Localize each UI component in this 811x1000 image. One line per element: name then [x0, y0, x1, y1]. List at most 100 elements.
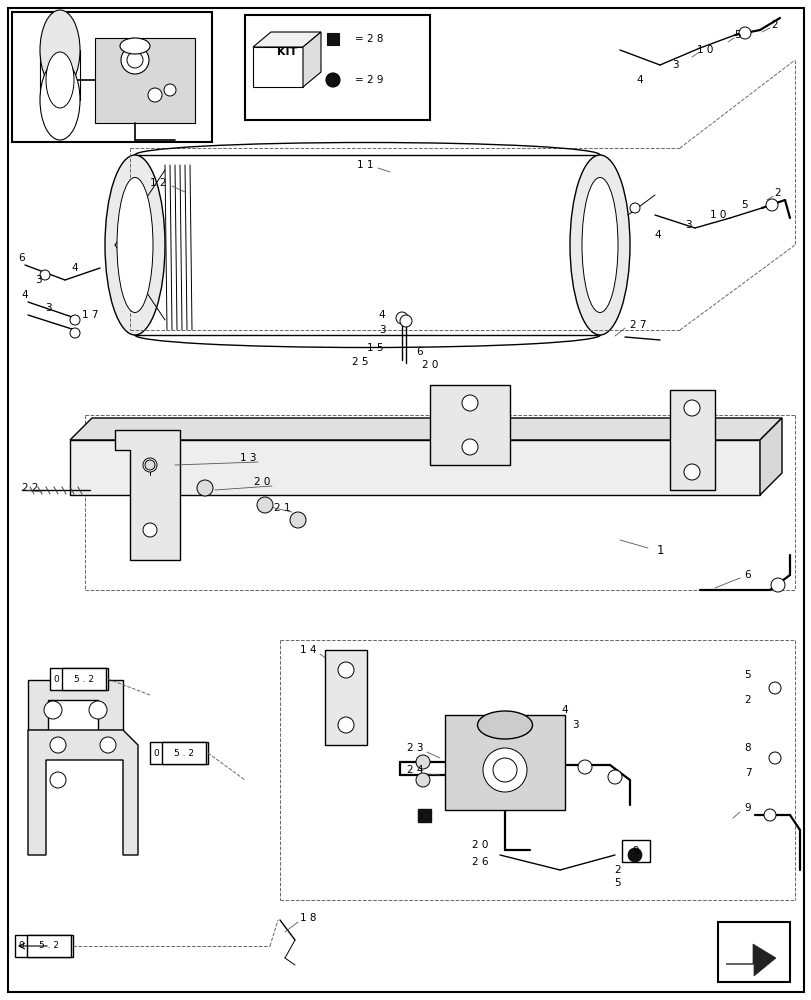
Circle shape [337, 717, 354, 733]
Ellipse shape [477, 711, 532, 739]
Circle shape [44, 701, 62, 719]
Bar [50, 668, 108, 690]
Text: 2 1: 2 1 [273, 503, 290, 513]
Text: 9: 9 [632, 846, 638, 856]
Circle shape [50, 772, 66, 788]
Bar [15, 935, 73, 957]
Circle shape [768, 752, 780, 764]
Bar [253, 47, 303, 87]
Bar [562, 862, 597, 877]
Text: 6: 6 [744, 570, 750, 580]
Circle shape [577, 760, 591, 774]
Bar [397, 360, 409, 368]
Circle shape [770, 578, 784, 592]
Circle shape [40, 270, 50, 280]
Text: 2 7: 2 7 [629, 320, 646, 330]
Bar [759, 780, 789, 796]
Circle shape [483, 748, 526, 792]
Bar [696, 221, 718, 235]
Circle shape [683, 464, 699, 480]
Text: 1 3: 1 3 [239, 453, 256, 463]
Bar [324, 650, 367, 745]
Bar [68, 272, 90, 286]
Circle shape [461, 395, 478, 411]
Bar [12, 484, 30, 496]
Bar [717, 922, 789, 982]
Ellipse shape [40, 60, 80, 140]
Text: 5 . 2: 5 . 2 [174, 748, 194, 758]
Circle shape [492, 758, 517, 782]
Bar [62, 668, 106, 690]
Bar [759, 750, 789, 766]
Circle shape [763, 809, 775, 821]
Text: 2 3: 2 3 [406, 743, 423, 753]
Circle shape [127, 52, 143, 68]
Ellipse shape [46, 52, 74, 108]
Text: 4: 4 [22, 290, 28, 300]
Bar [669, 390, 714, 490]
Text: 2: 2 [744, 695, 750, 705]
Circle shape [70, 328, 80, 338]
Circle shape [145, 460, 155, 470]
Text: 6: 6 [416, 347, 423, 357]
Text: 5: 5 [734, 30, 740, 40]
Circle shape [325, 73, 340, 87]
Text: 3: 3 [45, 303, 51, 313]
Bar [27, 935, 71, 957]
Ellipse shape [117, 178, 152, 312]
Bar [95, 38, 195, 123]
Ellipse shape [105, 155, 165, 335]
Circle shape [461, 439, 478, 455]
Circle shape [337, 662, 354, 678]
Bar [397, 384, 409, 392]
Circle shape [627, 848, 642, 862]
Bar [699, 38, 721, 52]
Text: 4: 4 [561, 705, 568, 715]
Polygon shape [28, 680, 122, 730]
Text: 1 8: 1 8 [299, 913, 315, 923]
Circle shape [415, 773, 430, 787]
Text: 5 . 2: 5 . 2 [74, 674, 94, 684]
Bar [397, 372, 409, 380]
Bar [28, 258, 50, 272]
Circle shape [197, 480, 212, 496]
Polygon shape [70, 418, 781, 440]
Circle shape [70, 315, 80, 325]
Text: 5: 5 [614, 878, 620, 888]
Text: 4: 4 [71, 263, 78, 273]
Circle shape [290, 512, 306, 528]
Bar [272, 914, 290, 926]
Text: 0: 0 [152, 748, 159, 758]
Bar [759, 680, 789, 696]
Text: 5 . 2: 5 . 2 [39, 941, 59, 950]
Text: 5: 5 [744, 670, 750, 680]
Polygon shape [303, 32, 320, 87]
Text: 2 2: 2 2 [22, 483, 38, 493]
Bar [657, 52, 679, 66]
Text: 3: 3 [684, 220, 690, 230]
Bar [444, 715, 564, 810]
Text: 4: 4 [636, 75, 642, 85]
Text: 1 2: 1 2 [149, 178, 166, 188]
Text: 7: 7 [744, 768, 750, 778]
Text: 5: 5 [740, 200, 748, 210]
Circle shape [768, 682, 780, 694]
Circle shape [607, 770, 621, 784]
Text: 6: 6 [19, 253, 25, 263]
Ellipse shape [40, 10, 80, 90]
Ellipse shape [120, 38, 150, 54]
Text: 1 5: 1 5 [367, 343, 383, 353]
Circle shape [257, 497, 272, 513]
Circle shape [400, 315, 411, 327]
Circle shape [89, 701, 107, 719]
Circle shape [148, 88, 162, 102]
Bar [659, 208, 681, 222]
Polygon shape [28, 730, 138, 855]
Ellipse shape [569, 155, 629, 335]
Text: 3: 3 [671, 60, 677, 70]
Circle shape [143, 458, 157, 472]
Circle shape [121, 46, 148, 74]
Text: KIT: KIT [277, 47, 297, 57]
Text: 1: 1 [655, 544, 663, 556]
Bar [614, 332, 626, 342]
